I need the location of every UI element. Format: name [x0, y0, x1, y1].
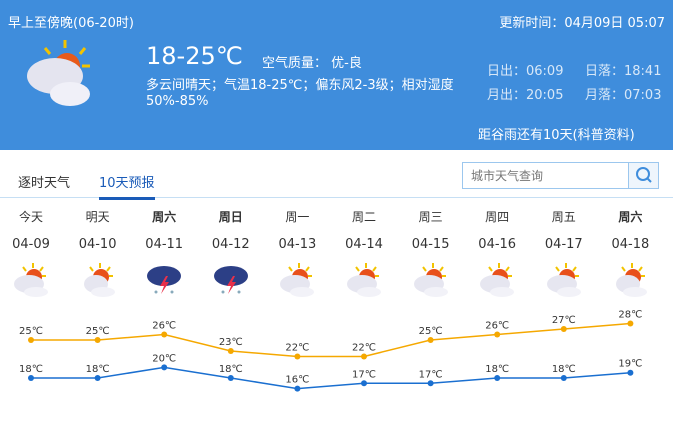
high-temp-label: 23℃ — [219, 337, 243, 348]
air-quality: 空气质量： 优-良 — [262, 56, 362, 71]
low-temp-point — [294, 385, 301, 392]
low-temp-label: 18℃ — [86, 364, 110, 375]
high-temp-label: 25℃ — [19, 326, 43, 337]
low-temp-point — [28, 375, 34, 381]
low-temp-point — [427, 380, 434, 387]
tab-10-day[interactable]: 10天预报 — [99, 172, 155, 200]
temperature-chart: 25℃ 25℃ 26℃ 23℃ 22℃ 22℃ 25℃ 26℃ 27℃ 28℃ 18℃ 18℃ 20℃ 1… — [19, 310, 642, 392]
high-temp-point — [361, 353, 367, 360]
high-temp-point — [627, 320, 634, 327]
low-temp-label: 18℃ — [552, 364, 576, 375]
solar-term-link[interactable]: 距谷雨还有10天(科普资料) — [478, 128, 635, 143]
low-temp-label: 18℃ — [485, 364, 509, 375]
low-temp-point — [560, 375, 567, 381]
high-temp-label: 25℃ — [86, 326, 110, 337]
day-name: 明天 — [85, 210, 110, 224]
day-name: 周六 — [152, 210, 177, 224]
low-temp-point — [494, 375, 501, 381]
low-temp-label: 19℃ — [618, 359, 642, 370]
day-date: 04-14 — [345, 237, 383, 252]
low-temp-point — [161, 364, 168, 371]
low-temp-point — [227, 375, 234, 381]
low-temp-point — [94, 375, 101, 381]
high-temp-point — [94, 337, 101, 343]
partly-cloudy-icon — [467, 262, 527, 298]
sunrise: 日出：06:09 — [487, 64, 564, 79]
low-temp-point — [627, 369, 634, 376]
thunderstorm-icon — [134, 262, 194, 298]
current-weather-header: 早上至傍晚(06-20时) 更新时间：04月09日 05:07 18-25℃ 空… — [0, 0, 673, 150]
day-date: 04-12 — [211, 237, 250, 252]
temperature-range: 18-25℃ — [146, 42, 243, 70]
day-date: 04-11 — [145, 237, 184, 252]
high-temp-label: 26℃ — [485, 321, 509, 332]
high-temp-point — [294, 353, 301, 360]
low-temp-label: 20℃ — [152, 353, 176, 364]
high-temp-point — [227, 348, 234, 354]
weather-description: 多云间晴天；气温18-25℃；偏东风2-3级；相对湿度 — [146, 78, 454, 93]
day-date: 04-09 — [12, 237, 50, 252]
day-name: 周三 — [418, 210, 443, 224]
forecast-tabs: 逐时天气 10天预报 — [0, 150, 673, 200]
low-temp-label: 17℃ — [352, 369, 376, 380]
sunny-cloudy-icon — [600, 262, 660, 298]
day-date: 04-17 — [544, 237, 583, 252]
low-temp-line — [31, 366, 631, 390]
high-temp-label: 26℃ — [152, 321, 176, 332]
thunderstorm-icon — [201, 262, 261, 298]
day-name: 周一 — [285, 210, 310, 224]
high-temp-label: 27℃ — [552, 315, 576, 326]
day-name: 周二 — [351, 210, 376, 224]
update-time: 更新时间：04月09日 05:07 — [499, 16, 665, 31]
partly-cloudy-icon — [27, 40, 90, 106]
day-date: 04-18 — [611, 237, 650, 252]
search-input[interactable] — [463, 163, 630, 188]
search-icon — [636, 167, 652, 183]
high-temp-point — [427, 337, 434, 343]
high-temp-label: 25℃ — [419, 326, 443, 337]
period-label: 早上至傍晚(06-20时) — [8, 16, 134, 31]
day-date: 04-16 — [478, 237, 517, 252]
city-search — [462, 162, 659, 189]
day-name: 周六 — [618, 210, 643, 224]
moonrise: 月出：20:05 — [487, 88, 564, 103]
high-temp-line — [31, 322, 631, 358]
day-name: 今天 — [18, 210, 43, 224]
day-name: 周五 — [551, 210, 576, 224]
partly-cloudy-icon — [534, 262, 594, 298]
high-temp-point — [560, 326, 567, 332]
partly-cloudy-icon — [334, 262, 394, 298]
high-temp-label: 22℃ — [352, 343, 376, 354]
high-temp-label: 22℃ — [285, 343, 309, 354]
search-button[interactable] — [628, 163, 658, 188]
low-temp-label: 18℃ — [19, 364, 43, 375]
low-temp-label: 16℃ — [285, 375, 309, 386]
tab-hourly[interactable]: 逐时天气 — [18, 176, 71, 191]
low-temp-label: 17℃ — [419, 369, 443, 380]
high-temp-point — [494, 331, 501, 338]
partly-cloudy-icon — [401, 262, 461, 298]
low-temp-point — [361, 380, 367, 387]
partly-cloudy-icon — [267, 262, 327, 298]
high-temp-label: 28℃ — [618, 310, 642, 321]
high-temp-point — [28, 337, 34, 343]
moonset: 月落：07:03 — [585, 88, 662, 103]
day-date: 04-13 — [278, 237, 317, 252]
day-name: 周日 — [218, 210, 243, 224]
day-name: 周四 — [485, 210, 510, 224]
day-date: 04-10 — [78, 237, 117, 252]
high-temp-point — [161, 331, 168, 338]
day-date: 04-15 — [411, 237, 450, 252]
partly-cloudy-icon — [1, 262, 61, 298]
humidity: 50%-85% — [146, 94, 209, 109]
sunset: 日落：18:41 — [585, 64, 662, 79]
sunny-cloudy-icon — [68, 262, 128, 298]
low-temp-label: 18℃ — [219, 364, 243, 375]
